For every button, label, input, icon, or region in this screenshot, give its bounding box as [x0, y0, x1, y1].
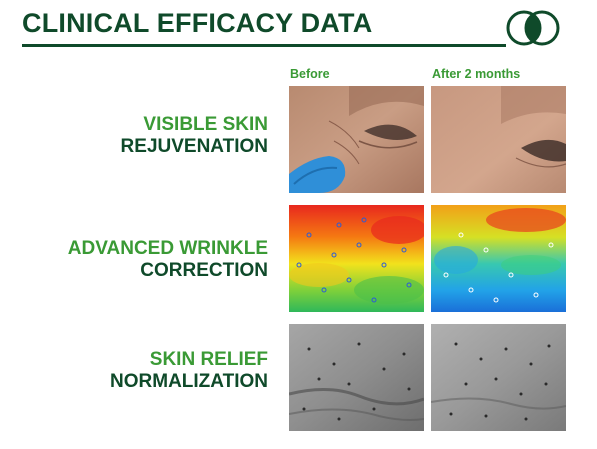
row-label-line2: REJUVENATION — [120, 136, 268, 157]
row-label-wrinkle: ADVANCED WRINKLE CORRECTION — [68, 238, 268, 282]
double-circle-logo-icon — [506, 10, 560, 46]
page-title: CLINICAL EFFICACY DATA — [22, 8, 373, 38]
heatmap-wrinkle-after — [431, 205, 566, 312]
row-label-relief: SKIN RELIEF NORMALIZATION — [110, 349, 268, 393]
row-label-line1: VISIBLE SKIN — [143, 114, 268, 135]
column-header-after: After 2 months — [432, 67, 521, 81]
row-label-line1: SKIN RELIEF — [149, 349, 268, 370]
photo-relief-before — [289, 324, 424, 431]
column-header-before: Before — [290, 67, 330, 81]
photo-rejuvenation-after — [431, 86, 566, 193]
photo-relief-after — [431, 324, 566, 431]
row-label-line1: ADVANCED WRINKLE — [67, 238, 268, 259]
row-label-line2: NORMALIZATION — [110, 371, 268, 392]
row-label-line2: CORRECTION — [140, 260, 268, 281]
title-underline — [22, 44, 506, 47]
photo-rejuvenation-before — [289, 86, 424, 193]
row-label-rejuvenation: VISIBLE SKIN REJUVENATION — [121, 114, 268, 158]
heatmap-wrinkle-before — [289, 205, 424, 312]
